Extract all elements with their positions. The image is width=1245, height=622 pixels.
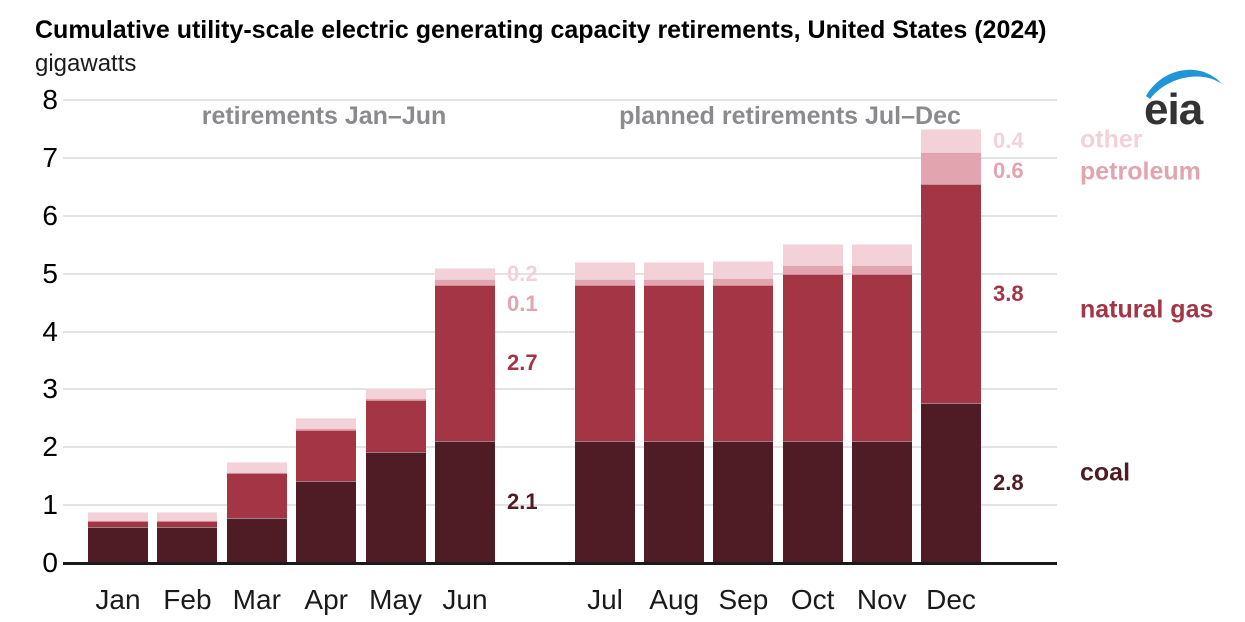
bar-segment-jul-coal (575, 441, 635, 563)
legend-label-petroleum: petroleum (1080, 157, 1201, 186)
gridline-y1 (63, 504, 1057, 507)
bar-segment-may-coal (365, 451, 426, 563)
x-axis-label-feb: Feb (163, 584, 212, 615)
x-axis-label-mar: Mar (232, 584, 281, 615)
x-axis-label-sep: Sep (718, 584, 769, 615)
bar-segment-jul-other (575, 262, 635, 280)
value-label-jun-natural-gas: 2.7 (507, 350, 538, 376)
bar-segment-jan-other (88, 512, 148, 521)
x-axis-label-jan: Jan (95, 584, 141, 615)
gridline-y4 (63, 330, 1057, 333)
bar-segment-apr-petroleum (296, 428, 357, 430)
bar-segment-aug-other (644, 262, 705, 280)
gridline-y7 (63, 156, 1057, 159)
bar-segment-sep-natural-gas (713, 285, 774, 442)
bar-segment-feb-other (157, 512, 218, 521)
bar-segment-oct-other (782, 243, 843, 265)
eia-logo-text: eia (1144, 85, 1204, 134)
eia-logo-graphic: eia (1144, 69, 1222, 134)
bar-segment-jun-petroleum (435, 279, 495, 286)
y-axis-tick-label: 0 (42, 547, 58, 578)
y-axis-tick-label: 2 (42, 431, 58, 463)
bar-segment-mar-other (226, 462, 287, 473)
y-axis-tick-label: 8 (42, 84, 58, 115)
x-axis-label-apr: Apr (304, 584, 348, 615)
bar-segment-apr-other (296, 418, 357, 429)
bar-segment-jun-coal (435, 441, 495, 563)
bar-segment-jul-petroleum (575, 279, 635, 286)
gridline-y2 (63, 446, 1057, 449)
section-header-jan-jun: retirements Jan–Jun (201, 102, 447, 130)
bar-segment-nov-natural-gas (851, 273, 912, 442)
bar-segment-nov-other (851, 243, 912, 265)
bar-segment-sep-other (713, 260, 774, 279)
gridline-y8 (63, 99, 1057, 101)
bar-segment-oct-natural-gas (782, 273, 843, 442)
x-axis-label-nov: Nov (856, 584, 907, 615)
legend-label-natural-gas: natural gas (1080, 295, 1214, 324)
value-label-dec-other: 0.4 (993, 127, 1024, 153)
bar-segment-aug-natural-gas (644, 285, 705, 442)
x-axis-label-dec: Dec (926, 584, 976, 615)
y-axis-units-label: gigawatts (35, 50, 137, 77)
legend-label-coal: coal (1080, 458, 1131, 487)
gridline-y6 (63, 214, 1057, 217)
bar-segment-jun-natural-gas (435, 285, 495, 442)
bar-segment-dec-coal (921, 403, 981, 563)
value-label-jun-petroleum: 0.1 (507, 290, 538, 316)
bar-segment-dec-other (921, 128, 981, 153)
bar-segment-feb-natural-gas (157, 521, 218, 528)
bar-segment-may-natural-gas (365, 399, 426, 452)
legend-label-other: other (1080, 125, 1143, 154)
y-axis-tick-label: 7 (42, 141, 58, 173)
bar-segment-may-other (365, 387, 426, 399)
x-axis-label-jul: Jul (587, 584, 623, 615)
y-axis-tick-label: 1 (42, 489, 58, 521)
y-axis-tick-label: 4 (42, 315, 58, 347)
x-axis-label-oct: Oct (790, 584, 835, 615)
bar-segment-dec-petroleum (921, 152, 981, 184)
y-axis-tick-label: 3 (42, 373, 58, 405)
bar-segment-jul-natural-gas (575, 285, 635, 442)
section-header-jul-dec: planned retirements Jul–Dec (619, 102, 961, 130)
page-title: Cumulative utility-scale electric genera… (35, 16, 1047, 44)
bar-segment-sep-petroleum (713, 278, 774, 286)
bar-segment-jan-petroleum (88, 520, 148, 522)
value-label-jun-other: 0.2 (507, 260, 538, 286)
value-label-dec-natural-gas: 3.8 (993, 280, 1024, 306)
bar-segment-apr-coal (296, 480, 357, 563)
bar-segment-aug-petroleum (644, 279, 705, 286)
gridline-y3 (63, 388, 1057, 391)
eia-swoosh-icon (1146, 69, 1222, 99)
bar-segment-apr-natural-gas (296, 429, 357, 481)
value-label-dec-petroleum: 0.6 (993, 157, 1024, 183)
bar-segment-aug-coal (644, 441, 705, 563)
bar-segment-feb-petroleum (157, 520, 218, 522)
bar-segment-jan-natural-gas (88, 521, 148, 528)
bar-segment-mar-petroleum (226, 472, 287, 474)
value-label-dec-coal: 2.8 (993, 470, 1024, 496)
bar-segment-mar-natural-gas (226, 473, 287, 518)
bar-segment-dec-natural-gas (921, 183, 981, 404)
bar-segment-may-petroleum (365, 398, 426, 400)
gridline-y5 (63, 272, 1057, 275)
y-axis-tick-label: 5 (42, 257, 58, 289)
y-axis-tick-label: 6 (42, 199, 58, 231)
x-axis-line (63, 561, 1057, 565)
bar-segment-oct-petroleum (782, 264, 843, 274)
x-axis-label-aug: Aug (649, 584, 700, 615)
bar-segment-mar-coal (226, 517, 287, 563)
bar-segment-sep-coal (713, 441, 774, 563)
eia-logo: eia (1138, 64, 1230, 136)
bar-segment-oct-coal (782, 441, 843, 563)
bar-segment-jun-other (435, 267, 495, 280)
bar-segment-feb-coal (157, 527, 218, 563)
x-axis-label-jun: Jun (442, 584, 488, 615)
bar-segment-nov-coal (851, 441, 912, 563)
value-label-jun-coal: 2.1 (507, 489, 538, 515)
x-axis-label-may: May (369, 584, 423, 615)
bar-segment-nov-petroleum (851, 264, 912, 274)
bar-segment-jan-coal (88, 527, 148, 563)
